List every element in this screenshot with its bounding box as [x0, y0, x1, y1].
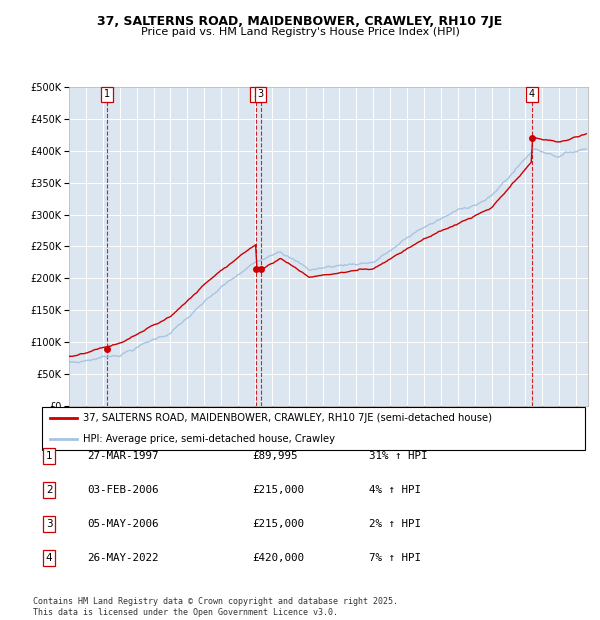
Text: 4% ↑ HPI: 4% ↑ HPI [369, 485, 421, 495]
Text: £215,000: £215,000 [252, 519, 304, 529]
Text: 31% ↑ HPI: 31% ↑ HPI [369, 451, 427, 461]
Text: 2: 2 [253, 89, 259, 99]
Text: 2: 2 [46, 485, 53, 495]
Text: £215,000: £215,000 [252, 485, 304, 495]
Text: Price paid vs. HM Land Registry's House Price Index (HPI): Price paid vs. HM Land Registry's House … [140, 27, 460, 37]
Text: 37, SALTERNS ROAD, MAIDENBOWER, CRAWLEY, RH10 7JE (semi-detached house): 37, SALTERNS ROAD, MAIDENBOWER, CRAWLEY,… [83, 414, 492, 423]
Text: 3: 3 [257, 89, 263, 99]
Text: 05-MAY-2006: 05-MAY-2006 [87, 519, 158, 529]
Text: 1: 1 [46, 451, 53, 461]
Text: 4: 4 [529, 89, 535, 99]
Text: £89,995: £89,995 [252, 451, 298, 461]
Text: 3: 3 [46, 519, 53, 529]
Text: 4: 4 [46, 553, 53, 563]
Text: 26-MAY-2022: 26-MAY-2022 [87, 553, 158, 563]
Text: 2% ↑ HPI: 2% ↑ HPI [369, 519, 421, 529]
Text: 37, SALTERNS ROAD, MAIDENBOWER, CRAWLEY, RH10 7JE: 37, SALTERNS ROAD, MAIDENBOWER, CRAWLEY,… [97, 16, 503, 29]
Text: 7% ↑ HPI: 7% ↑ HPI [369, 553, 421, 563]
Text: HPI: Average price, semi-detached house, Crawley: HPI: Average price, semi-detached house,… [83, 433, 335, 443]
Text: £420,000: £420,000 [252, 553, 304, 563]
Text: 1: 1 [104, 89, 110, 99]
Text: Contains HM Land Registry data © Crown copyright and database right 2025.
This d: Contains HM Land Registry data © Crown c… [33, 598, 398, 617]
FancyBboxPatch shape [42, 407, 585, 450]
Text: 27-MAR-1997: 27-MAR-1997 [87, 451, 158, 461]
Text: 03-FEB-2006: 03-FEB-2006 [87, 485, 158, 495]
